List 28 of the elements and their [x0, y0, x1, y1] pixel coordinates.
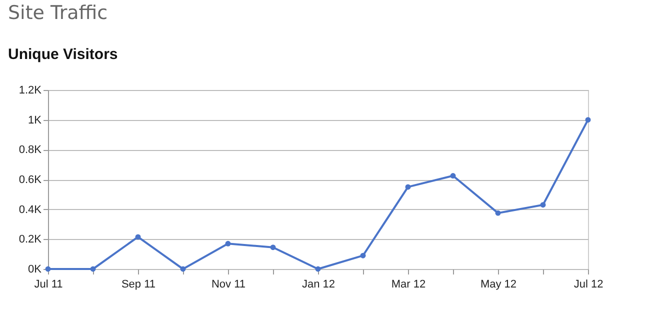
y-tick-label: 0.2K	[18, 234, 42, 246]
y-tick-label: 1.2K	[18, 84, 42, 96]
point	[225, 240, 231, 246]
point	[135, 234, 141, 240]
x-tick-label: Mar 12	[391, 278, 426, 290]
x-tick-label: Nov 11	[211, 278, 246, 290]
point	[90, 266, 96, 272]
point	[315, 266, 321, 272]
x-tick-label: Jul 12	[574, 278, 604, 290]
point	[405, 184, 411, 190]
chart-subtitle: Unique Visitors	[8, 46, 118, 63]
point	[585, 117, 591, 123]
point	[540, 202, 546, 208]
x-tick-label: Jul 11	[34, 278, 63, 290]
x-tick-label: Sep 11	[121, 278, 156, 290]
x-tick-label: May 12	[480, 278, 517, 290]
y-tick-label: 0K	[28, 264, 42, 276]
point	[450, 173, 456, 179]
chart-title: Site Traffic	[8, 2, 108, 24]
y-tick-label: 0.4K	[18, 204, 42, 216]
y-tick-label: 0.6K	[18, 174, 42, 186]
y-tick-label: 0.8K	[18, 144, 42, 156]
point	[270, 244, 276, 250]
x-tick-label: Jan 12	[302, 278, 336, 290]
point	[360, 252, 366, 258]
point	[180, 266, 186, 272]
point	[495, 210, 501, 216]
y-tick-label: 1K	[28, 114, 42, 126]
